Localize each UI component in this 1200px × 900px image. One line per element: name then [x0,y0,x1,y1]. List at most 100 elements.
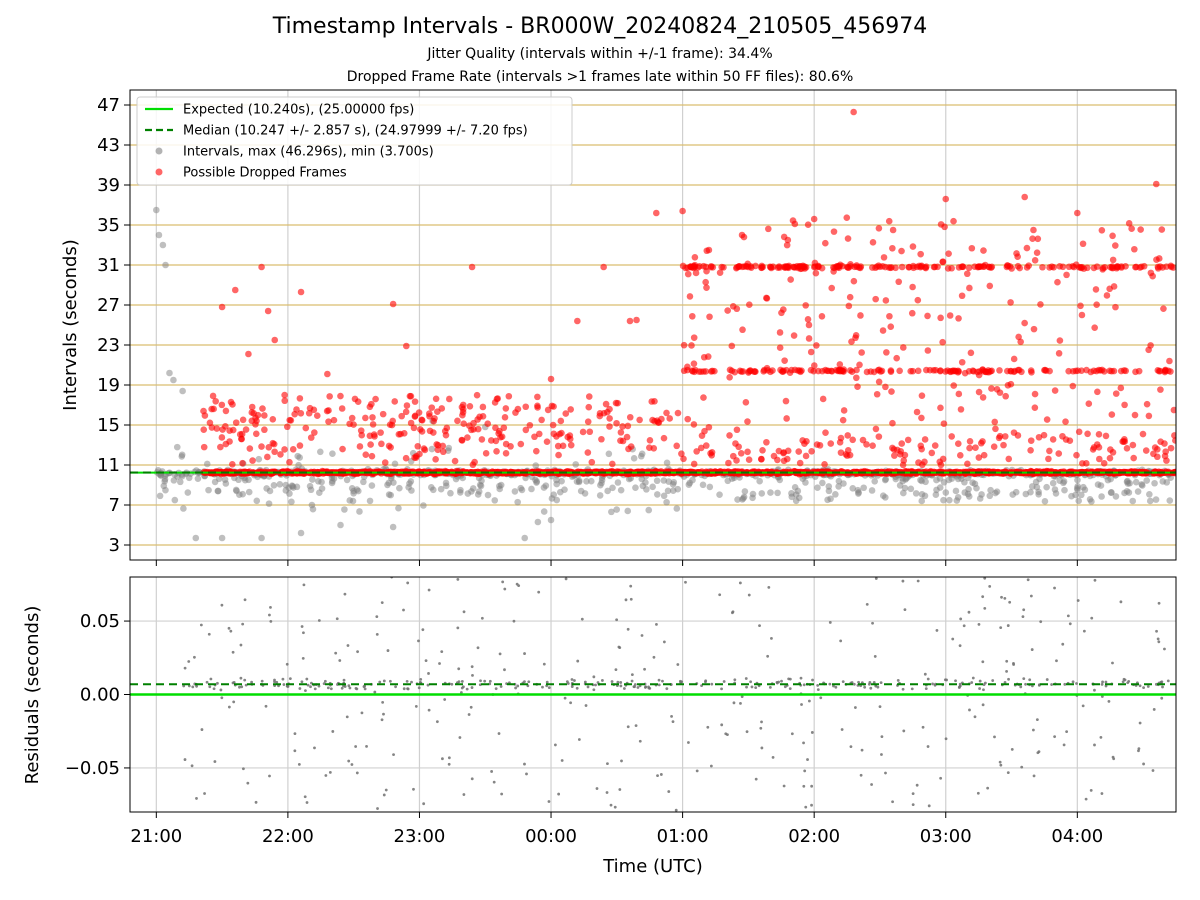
dropped-frame-point [846,293,854,301]
interval-point [976,495,984,502]
interval-point [221,476,229,483]
residual-point [309,685,312,689]
residual-point [406,687,410,691]
dropped-frame-point [548,402,556,410]
dropped-frame-point [716,269,724,276]
residual-point [1026,578,1030,582]
dropped-frame-point [875,224,883,232]
dropped-frame-point [556,430,563,438]
dropped-frame-point [378,440,385,448]
interval-point [553,480,561,488]
interval-point [289,484,297,491]
dropped-frame-point [650,445,658,452]
residual-point [840,728,844,731]
dropped-frame-point [977,439,985,447]
dropped-frame-point [888,388,895,395]
residual-point [732,701,736,705]
interval-point [1061,486,1068,494]
interval-point [609,484,616,492]
dropped-frame-point [737,450,745,457]
interval-point [645,506,653,514]
dropped-frame-point [1083,366,1090,374]
dropped-frame-point [738,231,746,239]
dropped-frame-point [833,366,840,374]
residual-point [1093,578,1097,582]
dropped-frame-point [856,361,863,369]
interval-point [384,481,391,489]
residual-point [867,682,871,686]
dropped-frame-point [948,264,955,272]
dropped-frame-point [840,407,848,414]
interval-point [882,475,890,483]
interval-point [835,483,842,490]
dropped-frame-point [697,368,705,375]
dropped-frame-point [795,448,803,455]
residual-point [788,687,792,690]
dropped-frame-point [248,403,256,411]
dropped-frame-point [307,434,315,441]
residual-point [695,769,699,773]
residual-point [244,683,248,687]
dropped-frame-point [1034,235,1042,243]
dropped-frame-point [931,442,939,449]
dropped-frame-point [845,302,853,310]
residual-point [304,689,307,693]
dropped-frame-point [478,436,486,443]
residual-point [238,685,241,689]
dropped-frame-point [460,420,468,427]
dropped-frame-point [804,316,812,323]
residual-point [354,745,358,748]
interval-point [447,489,454,497]
dropped-frame-point [705,423,713,431]
dropped-frame-point [744,418,751,425]
residual-point [190,764,194,768]
dropped-frame-point [369,421,377,428]
interval-point [457,486,464,494]
residual-point [849,745,853,748]
interval-point [849,485,857,492]
dropped-frame-point [1094,388,1101,396]
residual-point [515,582,519,586]
dropped-frame-point [1092,286,1100,293]
dropped-frame-point [767,264,775,272]
interval-point [900,489,907,497]
residual-point [859,773,863,777]
dropped-frame-point [708,452,716,459]
residual-point [926,677,930,681]
dropped-frame-point [1125,220,1133,227]
interval-point [159,241,167,249]
dropped-frame-point [222,423,229,430]
residual-point [832,684,835,688]
dropped-frame-point [538,416,545,424]
residual-point [365,744,368,748]
residual-point [614,668,618,672]
residual-point [269,605,272,609]
residual-point [216,681,219,685]
dropped-frame-point [217,443,224,451]
dropped-frame-point [873,390,881,398]
residual-point [240,685,244,689]
interval-point [1035,490,1042,498]
interval-point [1166,497,1174,504]
interval-point [824,496,831,504]
top-y-tick-label: 19 [97,375,120,396]
residual-point [435,720,439,724]
interval-point [907,485,915,493]
interval-point [173,443,181,451]
residual-point [676,663,680,666]
residual-point [834,685,838,689]
dropped-frame-point [253,417,260,425]
residual-point [501,580,505,584]
dropped-frame-point [972,444,979,451]
x-axis-label: Time (UTC) [602,856,703,877]
residual-point [759,726,763,730]
residual-point [1142,686,1145,690]
dropped-frame-point [1046,447,1053,455]
dropped-frame-point [600,263,607,271]
dropped-frame-point [624,422,632,430]
residual-point [624,598,628,602]
dropped-frame-point [281,397,289,405]
interval-point [288,498,295,506]
dropped-frame-point [711,367,718,375]
residual-point [863,685,867,689]
